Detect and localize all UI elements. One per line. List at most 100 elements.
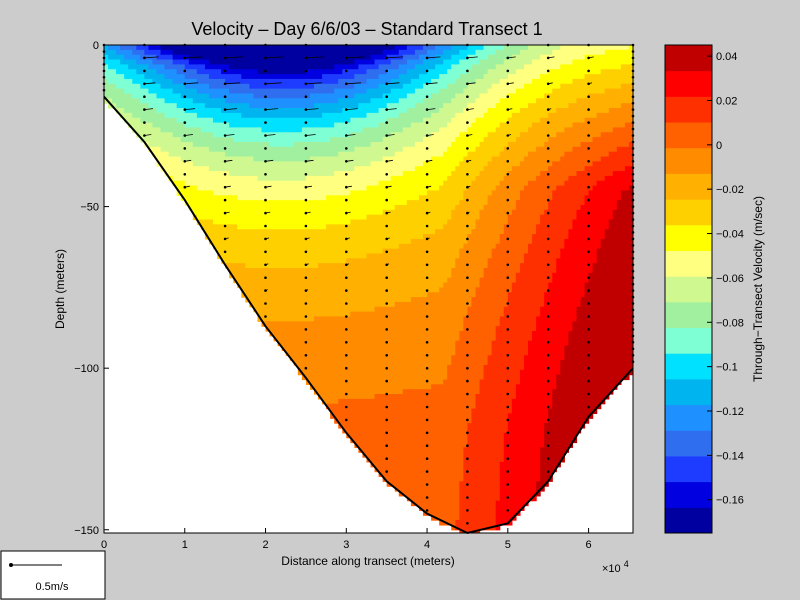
- heat-cell: [443, 258, 448, 264]
- heat-cell: [350, 243, 355, 250]
- heat-cell: [431, 146, 436, 153]
- heat-cell: [330, 132, 335, 138]
- heat-cell: [326, 117, 331, 124]
- heat-cell: [257, 69, 263, 75]
- heat-cell: [386, 437, 392, 444]
- heat-cell: [293, 180, 299, 187]
- heat-cell: [120, 103, 125, 109]
- heat-cell: [334, 78, 339, 85]
- heat-cell: [245, 272, 250, 279]
- heat-cell: [297, 219, 303, 225]
- heat-cell: [394, 437, 400, 444]
- heat-cell: [382, 301, 388, 308]
- heat-cell: [427, 306, 432, 313]
- heat-cell: [427, 398, 432, 405]
- heat-cell: [221, 93, 226, 99]
- heat-cell: [386, 476, 392, 482]
- heat-cell: [398, 78, 404, 85]
- heat-cell: [132, 98, 137, 104]
- heat-cell: [104, 78, 109, 85]
- heat-cell: [354, 214, 360, 221]
- heat-cell: [354, 98, 360, 104]
- heat-cell: [160, 156, 166, 162]
- heat-cell: [370, 398, 376, 405]
- heat-cell: [378, 398, 384, 405]
- heat-cell: [423, 331, 428, 337]
- heat-cell: [221, 137, 226, 143]
- heat-cell: [245, 185, 250, 192]
- heat-cell: [350, 355, 355, 361]
- heat-cell: [362, 180, 368, 187]
- heat-cell: [390, 185, 396, 192]
- heat-cell: [217, 238, 222, 245]
- heat-cell: [402, 93, 408, 99]
- heat-cell: [176, 112, 182, 119]
- heat-cell: [390, 180, 396, 187]
- heat-cell: [277, 267, 283, 274]
- heat-cell: [418, 311, 424, 318]
- heat-cell: [374, 253, 380, 259]
- heat-cell: [390, 161, 396, 167]
- heat-cell: [168, 108, 174, 114]
- heat-cell: [402, 258, 408, 264]
- heat-cell: [406, 224, 412, 230]
- heat-cell: [418, 355, 424, 361]
- heat-cell: [358, 238, 364, 245]
- heat-cell: [112, 83, 117, 90]
- heat-cell: [354, 267, 360, 274]
- heat-cell: [370, 292, 376, 298]
- heat-cell: [431, 398, 436, 405]
- heat-cell: [221, 180, 226, 187]
- heat-cell: [370, 282, 376, 288]
- heat-cell: [374, 360, 380, 366]
- heat-cell: [245, 137, 250, 143]
- heat-cell: [237, 156, 242, 162]
- heat-cell: [322, 214, 327, 221]
- heat-cell: [313, 238, 319, 245]
- heat-cell: [374, 108, 380, 114]
- heat-cell: [431, 122, 436, 129]
- heat-cell: [213, 88, 218, 95]
- heat-cell: [172, 161, 178, 167]
- heat-cell: [338, 127, 343, 133]
- heat-cell: [297, 301, 303, 308]
- heat-cell: [410, 98, 416, 104]
- heat-cell: [200, 49, 206, 56]
- heat-cell: [414, 204, 420, 211]
- heat-cell: [318, 166, 323, 172]
- heat-cell: [229, 214, 234, 221]
- heat-cell: [443, 195, 448, 201]
- heat-cell: [398, 355, 404, 361]
- heat-cell: [318, 103, 323, 109]
- heat-cell: [200, 69, 206, 75]
- heat-cell: [297, 69, 303, 75]
- heat-cell: [350, 253, 355, 259]
- heat-cell: [164, 69, 170, 75]
- heat-cell: [112, 59, 117, 65]
- heat-cell: [370, 185, 376, 192]
- heat-cell: [309, 316, 315, 322]
- heat-cell: [402, 379, 408, 385]
- heat-cell: [273, 204, 279, 211]
- heat-cell: [346, 93, 351, 99]
- heat-cell: [406, 379, 412, 385]
- heat-cell: [427, 500, 432, 507]
- heat-cell: [358, 282, 364, 288]
- heat-cell: [225, 88, 230, 95]
- heat-cell: [443, 457, 448, 463]
- heat-cell: [398, 316, 404, 322]
- heat-cell: [261, 59, 267, 65]
- heat-cell: [289, 103, 295, 109]
- heat-cell: [237, 234, 242, 240]
- heat-cell: [443, 200, 448, 206]
- heat-cell: [414, 316, 420, 322]
- heat-cell: [152, 83, 158, 90]
- heat-cell: [289, 78, 295, 85]
- heat-cell: [269, 200, 275, 206]
- heat-cell: [354, 379, 360, 385]
- heat-cell: [273, 98, 279, 104]
- heat-cell: [402, 437, 408, 444]
- heat-cell: [427, 369, 432, 376]
- heat-cell: [406, 267, 412, 274]
- heat-cell: [318, 112, 323, 119]
